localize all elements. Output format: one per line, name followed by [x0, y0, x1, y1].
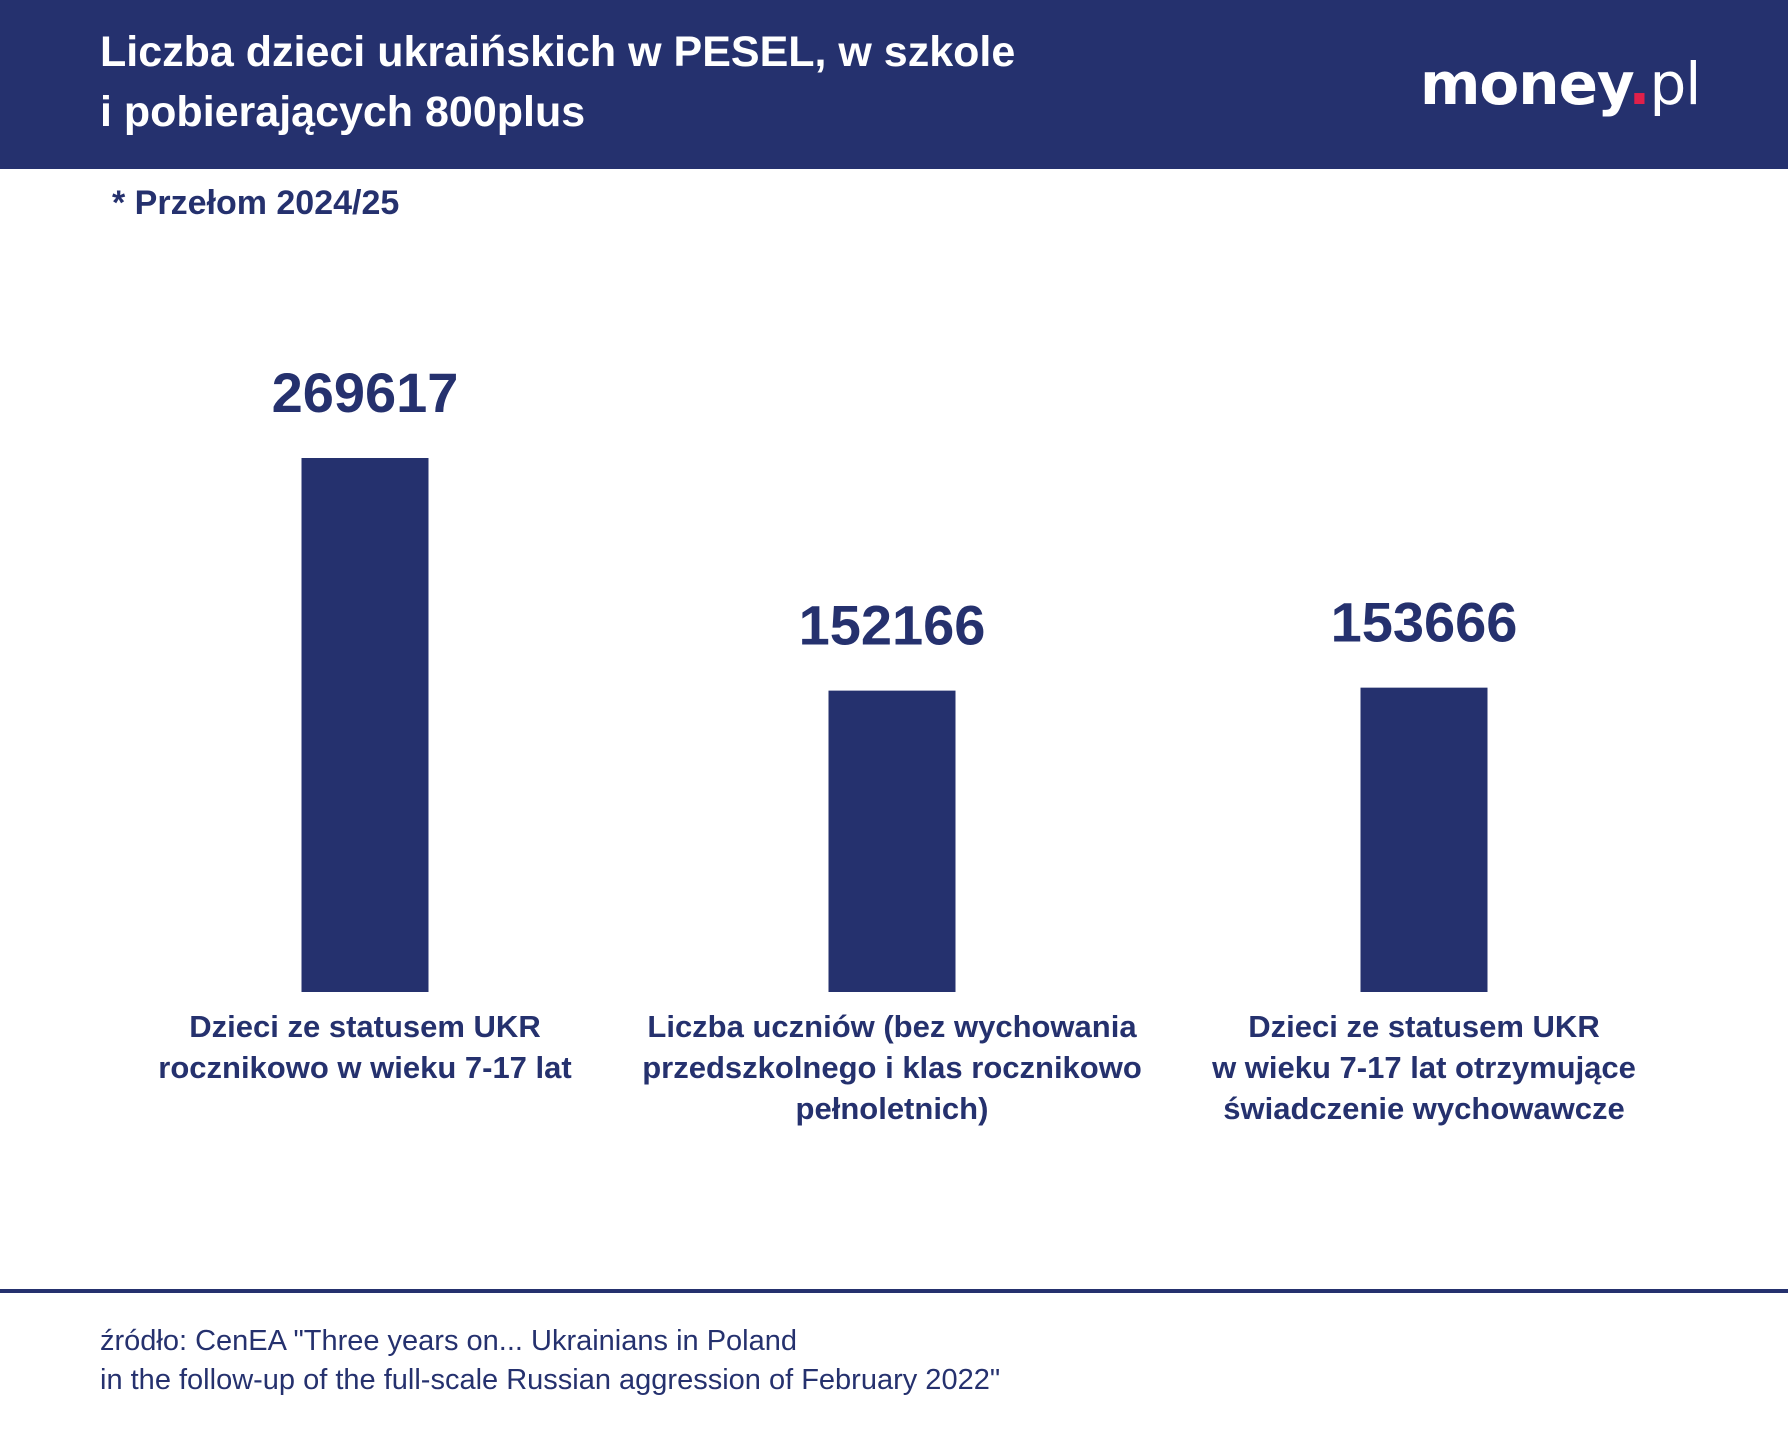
value-label-2: 152166	[799, 594, 986, 657]
category-label-line: Dzieci ze statusem UKR	[1248, 1009, 1600, 1044]
category-label-line: pełnoletnich)	[795, 1091, 989, 1126]
category-label-3: Dzieci ze statusem UKR w wieku 7-17 lat o…	[1154, 1006, 1694, 1129]
category-label-line: Liczba uczniów (bez wychowania	[647, 1009, 1137, 1044]
chart-title: Liczba dzieci ukraińskich w PESEL, w szk…	[100, 22, 1015, 142]
source-line-2: in the follow-up of the full-scale Russi…	[100, 1364, 1001, 1396]
bar-chart: 269617 152166 153666	[272, 361, 1518, 992]
bar-1	[301, 458, 429, 992]
footer-divider	[0, 1289, 1788, 1293]
category-label-line: rocznikowo w wieku 7-17 lat	[158, 1050, 572, 1085]
chart-subtitle: * Przełom 2024/25	[112, 184, 400, 222]
title-line-1: Liczba dzieci ukraińskich w PESEL, w szk…	[100, 28, 1016, 76]
bar-3	[1360, 687, 1488, 992]
category-label-2: Liczba uczniów (bez wychowania przedszkol…	[622, 1006, 1162, 1129]
category-label-line: Dzieci ze statusem UKR	[189, 1009, 541, 1044]
category-label-line: w wieku 7-17 lat otrzymujące	[1212, 1050, 1636, 1085]
bar-2	[828, 690, 956, 992]
source-line-1: źródło: CenEA "Three years on... Ukraini…	[100, 1325, 797, 1357]
money-pl-logo: money.pl	[1420, 50, 1701, 118]
category-label-1: Dzieci ze statusem UKR rocznikowo w wieku…	[95, 1006, 635, 1088]
value-label-1: 269617	[272, 361, 459, 424]
title-line-2: i pobierających 800plus	[100, 88, 586, 136]
header-banner: Liczba dzieci ukraińskich w PESEL, w szk…	[0, 0, 1788, 169]
value-label-3: 153666	[1331, 591, 1518, 654]
source-note: źródło: CenEA "Three years on... Ukraini…	[100, 1322, 1000, 1400]
category-label-line: przedszkolnego i klas rocznikowo	[642, 1050, 1142, 1085]
category-label-line: świadczenie wychowawcze	[1223, 1091, 1625, 1126]
